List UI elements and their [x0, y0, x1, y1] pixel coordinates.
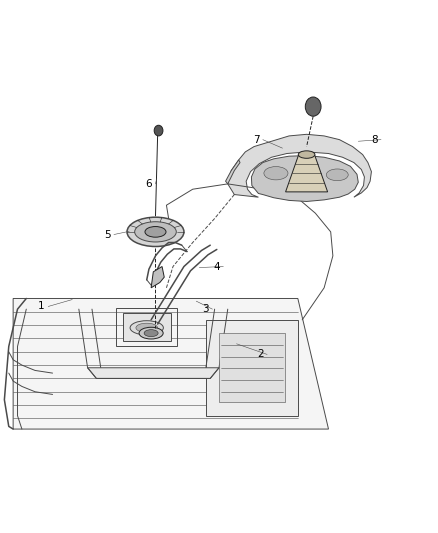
Polygon shape	[13, 298, 328, 429]
Polygon shape	[151, 266, 164, 288]
Ellipse shape	[136, 323, 158, 333]
Ellipse shape	[130, 321, 163, 335]
Polygon shape	[226, 160, 240, 184]
Ellipse shape	[127, 217, 184, 247]
Polygon shape	[228, 134, 371, 197]
Ellipse shape	[145, 227, 166, 237]
Text: 2: 2	[257, 350, 264, 359]
Polygon shape	[286, 155, 328, 192]
Polygon shape	[88, 368, 219, 378]
Ellipse shape	[326, 169, 348, 181]
Text: 6: 6	[145, 179, 152, 189]
Ellipse shape	[144, 329, 158, 337]
Ellipse shape	[134, 222, 176, 242]
Polygon shape	[219, 333, 285, 402]
Polygon shape	[206, 320, 298, 416]
Polygon shape	[251, 156, 358, 201]
Text: 7: 7	[253, 135, 260, 144]
Text: 5: 5	[104, 230, 111, 239]
Text: 1: 1	[38, 302, 45, 311]
Text: 8: 8	[371, 135, 378, 144]
Ellipse shape	[139, 327, 163, 339]
Polygon shape	[123, 313, 171, 341]
Text: 4: 4	[213, 262, 220, 271]
Ellipse shape	[264, 166, 288, 180]
Text: 3: 3	[202, 304, 209, 314]
Ellipse shape	[298, 151, 315, 158]
Circle shape	[305, 97, 321, 116]
Circle shape	[154, 125, 163, 136]
